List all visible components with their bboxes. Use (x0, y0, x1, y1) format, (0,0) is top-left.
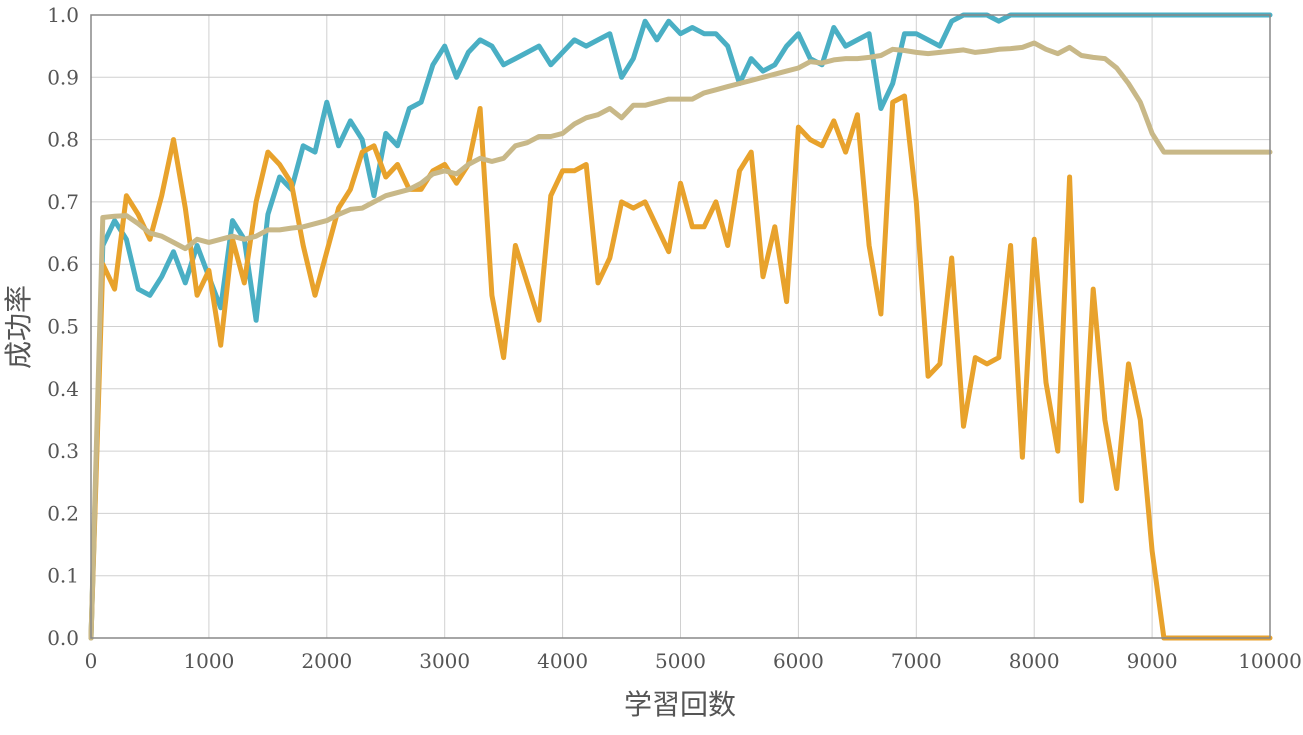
x-axis-tick-labels: 0 1000 2000 3000 4000 5000 6000 7000 8000 9000 100… (85, 649, 1302, 673)
y-tick-label: 0.8 (47, 128, 79, 152)
x-tick-label: 5000 (655, 649, 706, 673)
series-line-3 (88, 40, 1273, 641)
x-tick-label: 7000 (891, 649, 942, 673)
x-axis-title: 学習回数 (624, 688, 736, 721)
y-tick-label: 0.7 (47, 190, 79, 214)
y-tick-label: 0.6 (47, 252, 79, 276)
y-tick-label: 1.0 (47, 3, 79, 27)
x-tick-label: 4000 (537, 649, 588, 673)
x-tick-label: 1000 (183, 649, 234, 673)
y-tick-label: 0.3 (47, 439, 79, 463)
y-tick-label: 0.1 (47, 564, 79, 588)
x-tick-label: 8000 (1009, 649, 1060, 673)
x-tick-label: 0 (85, 649, 98, 673)
y-tick-label: 0.4 (47, 377, 79, 401)
series-line-2 (88, 93, 1273, 641)
y-tick-label: 0.5 (47, 315, 79, 339)
y-axis-tick-labels: 0.0 0.1 0.2 0.3 0.4 0.5 0.6 0.7 0.8 0.9 1.0 (47, 3, 79, 650)
plot-frame (90, 14, 1271, 639)
y-axis-title: 成功率 (2, 285, 35, 369)
x-tick-label: 9000 (1127, 649, 1178, 673)
y-tick-label: 0.9 (47, 65, 79, 89)
x-tick-label: 10000 (1238, 649, 1302, 673)
y-tick-label: 0.2 (47, 501, 79, 525)
x-tick-label: 2000 (301, 649, 352, 673)
x-tick-label: 3000 (419, 649, 470, 673)
y-tick-label: 0.0 (47, 626, 79, 650)
x-tick-label: 6000 (773, 649, 824, 673)
